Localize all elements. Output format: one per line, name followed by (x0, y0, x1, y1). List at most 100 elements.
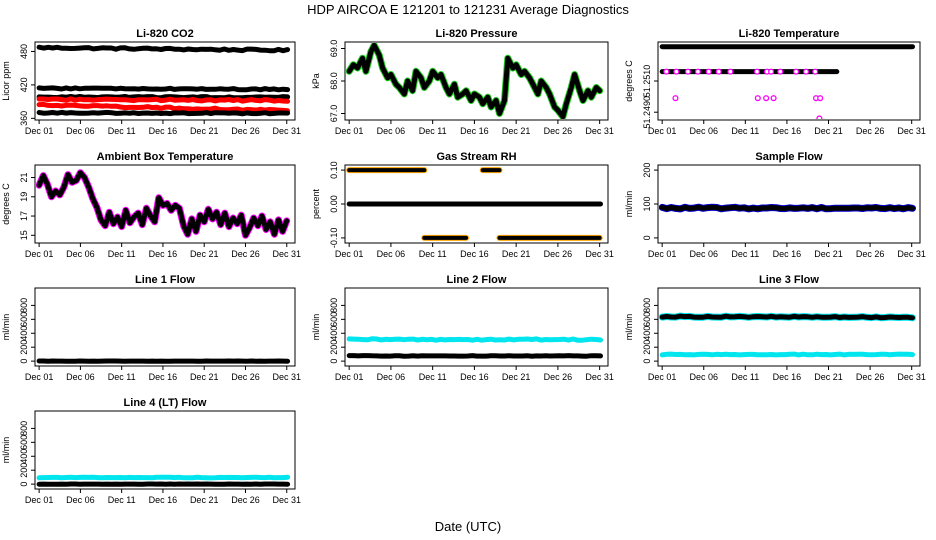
y-axis-label: Licor ppm (1, 61, 11, 101)
y-tick-label: 0 (642, 359, 652, 364)
panel-li820-temperature: Li-820 Temperature degrees C 51.249051.251… (624, 28, 926, 136)
x-tick-label: Dec 01 (648, 372, 677, 382)
x-tick-label: Dec 01 (335, 372, 364, 382)
x-tick-label: Dec 26 (544, 372, 573, 382)
plot-data (659, 44, 915, 119)
panel-title: Line 2 Flow (447, 274, 507, 286)
plot-data (36, 44, 291, 117)
y-tick-label: 400 (19, 326, 29, 341)
figure-title: HDP AIRCOA E 121201 to 121231 Average Di… (307, 2, 629, 17)
panel-title: Line 1 Flow (135, 274, 195, 286)
plot-frame (34, 164, 296, 244)
y-tick-label: 600 (19, 312, 29, 327)
panels: Li-820 CO2 Licor ppm 360 420 480 Dec 01 Dec 06… (1, 28, 926, 505)
y-tick-label: 69.0 (329, 40, 339, 58)
series-flags-point (754, 95, 761, 102)
series-flags-point (770, 95, 777, 102)
x-tick-label: Dec 16 (773, 249, 802, 259)
x-tick-label: Dec 26 (856, 126, 885, 136)
y-axis-label: degrees C (1, 183, 11, 225)
x-tick-label: Dec 06 (66, 249, 95, 259)
x-tick-label: Dec 31 (897, 126, 926, 136)
series-flags-point (663, 68, 670, 75)
series-flags-point (694, 68, 701, 75)
x-tick-label: Dec 11 (731, 126, 759, 136)
series-flags-point (727, 68, 734, 75)
plot-frame (344, 287, 609, 367)
y-tick-label: 51.2510 (642, 65, 652, 98)
series-pressure-outline (346, 43, 604, 119)
panel-title: Line 3 Flow (759, 274, 819, 286)
y-tick-label: 200 (642, 163, 652, 178)
x-tick-label: Dec 31 (897, 249, 926, 259)
x-tick-label: Dec 06 (377, 249, 406, 259)
y-axis-label: ml/min (1, 314, 11, 341)
series-box-temp (36, 170, 290, 238)
series-line-4 (36, 96, 291, 104)
y-tick-label: 400 (642, 326, 652, 341)
y-tick-label: 360 (19, 111, 29, 126)
x-tick-label: Dec 21 (814, 249, 843, 259)
x-tick-label: Dec 26 (231, 126, 260, 136)
x-tick-label: Dec 11 (108, 495, 136, 505)
y-tick-label: 17 (19, 211, 29, 221)
x-tick-label: Dec 31 (272, 126, 301, 136)
panel-title: Line 4 (LT) Flow (124, 397, 207, 409)
series-flags-point (673, 68, 680, 75)
series-flags-point (812, 68, 819, 75)
series-line4-high (36, 474, 291, 481)
y-tick-label: 67.0 (329, 105, 339, 123)
series-line3-low (659, 351, 915, 358)
x-tick-label: Dec 21 (190, 372, 219, 382)
series-flags-point (705, 68, 712, 75)
x-tick-label: Dec 21 (814, 126, 843, 136)
x-tick-label: Dec 31 (272, 249, 301, 259)
y-tick-label: 0 (19, 359, 29, 364)
x-tick-label: Dec 06 (66, 126, 95, 136)
y-axis-label: ml/min (1, 437, 11, 464)
series-flags-point (715, 68, 722, 75)
x-tick-label: Dec 21 (502, 249, 531, 259)
x-tick-label: Dec 21 (190, 249, 219, 259)
y-tick-label: 200 (19, 463, 29, 478)
y-tick-label: 600 (19, 435, 29, 450)
panel-li820-co2: Li-820 CO2 Licor ppm 360 420 480 Dec 01 Dec 06… (1, 28, 301, 136)
x-tick-label: Dec 01 (648, 249, 677, 259)
series-flags-point (753, 68, 761, 75)
y-tick-label: 0 (642, 235, 652, 240)
y-tick-label: 21 (19, 173, 29, 183)
y-tick-label: 420 (19, 77, 29, 92)
panel-title: Li-820 Pressure (436, 28, 518, 40)
x-tick-label: Dec 31 (585, 372, 614, 382)
y-tick-label: 800 (642, 298, 652, 313)
y-axis-label: degrees C (624, 60, 634, 102)
x-tick-label: Dec 21 (190, 126, 219, 136)
y-axis-label: ml/min (624, 314, 634, 341)
x-tick-label: Dec 31 (272, 372, 301, 382)
y-tick-label: 68.0 (329, 72, 339, 90)
y-tick-label: 200 (642, 340, 652, 355)
plot-frame (34, 287, 296, 367)
plot-frame (657, 287, 921, 367)
x-tick-label: Dec 26 (231, 495, 260, 505)
series-flags-point (816, 115, 823, 119)
series-sample (659, 204, 915, 212)
series-flags-point (768, 68, 775, 75)
y-tick-label: 400 (329, 326, 339, 341)
x-tick-label: Dec 31 (585, 126, 614, 136)
series-flags-point (777, 68, 784, 75)
x-tick-label: Dec 06 (377, 126, 406, 136)
x-tick-label: Dec 21 (190, 495, 219, 505)
series-flags-point (803, 68, 810, 75)
y-tick-label: 200 (329, 340, 339, 355)
x-tick-label: Dec 06 (66, 372, 95, 382)
x-tick-label: Dec 26 (231, 249, 260, 259)
x-tick-label: Dec 26 (856, 372, 885, 382)
x-tick-label: Dec 11 (731, 249, 759, 259)
x-tick-label: Dec 21 (502, 372, 531, 382)
series-line-2 (36, 85, 291, 93)
y-axis-label: kPa (311, 73, 321, 89)
